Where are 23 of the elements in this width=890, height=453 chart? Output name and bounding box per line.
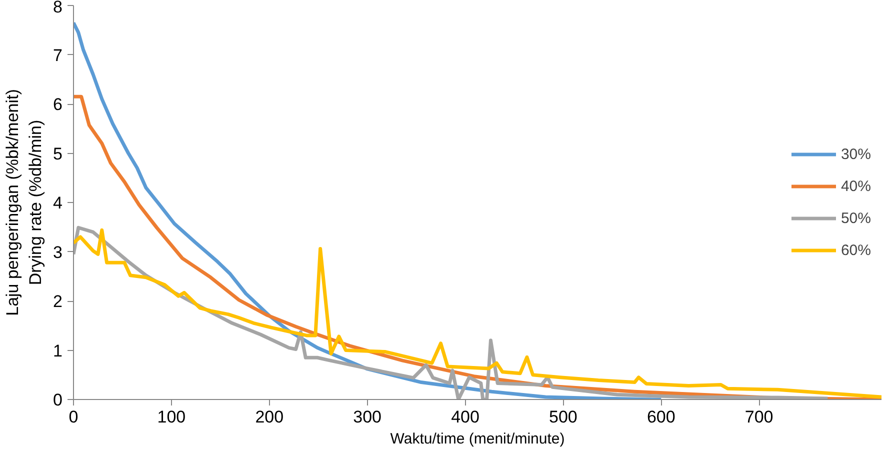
y-tick-label: 7: [53, 46, 63, 65]
y-tick-label: 5: [53, 144, 63, 164]
y-tick-label: 4: [53, 194, 63, 212]
x-tick-label: 300: [353, 408, 382, 426]
y-tick-label: 1: [53, 341, 63, 360]
x-tick-label: 0: [68, 408, 78, 426]
y-axis-title: Laju pengeringan (%bk/menit) Drying rate (%db/min): [3, 89, 46, 316]
x-tick-label: 700: [744, 408, 774, 426]
y-tick-label: 6: [53, 95, 63, 114]
x-tick-label: 100: [157, 408, 186, 426]
legend-label: 50%: [840, 210, 871, 226]
x-tick-label: 200: [255, 408, 284, 426]
y-tick-label: 8: [53, 0, 63, 16]
x-tick-label: 600: [646, 408, 676, 426]
legend-label: 40%: [840, 178, 871, 194]
y-tick-label: 3: [53, 242, 63, 262]
x-axis-title: Waktu/time (menit/minute): [390, 430, 565, 448]
x-tick-label: 400: [451, 408, 480, 426]
x-tick-label: 500: [549, 408, 578, 426]
legend-label: 60%: [840, 242, 871, 258]
y-tick-label: 0: [53, 390, 63, 410]
y-tick-label: 2: [53, 292, 63, 311]
legend-label: 30%: [840, 146, 871, 162]
